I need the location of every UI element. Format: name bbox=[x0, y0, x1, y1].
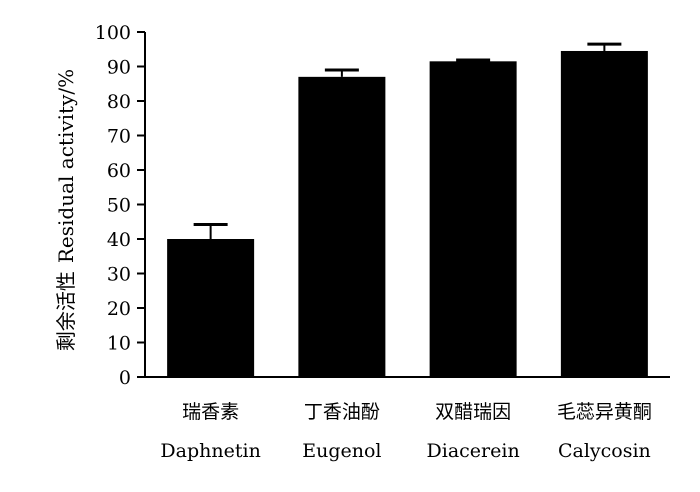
category-label-en: Calycosin bbox=[558, 440, 651, 462]
y-tick-label: 40 bbox=[107, 229, 131, 251]
x-axis: 瑞香素 Daphnetin 丁香油酚 Eugenol 双醋瑞因 Diacerein 毛蕊异黄… bbox=[144, 376, 670, 462]
category-label-cn: 丁香油酚 bbox=[304, 401, 380, 423]
y-tick-label: 60 bbox=[107, 160, 131, 182]
y-axis-label-en: Residual activity/% bbox=[54, 69, 78, 263]
y-axis-label-cn: 剩余活性 bbox=[54, 271, 78, 351]
y-tick-label: 100 bbox=[95, 22, 131, 44]
category-label-en: Eugenol bbox=[302, 440, 381, 462]
y-tick-label: 80 bbox=[107, 91, 131, 113]
category-label-en: Diacerein bbox=[427, 440, 520, 462]
y-tick-label: 30 bbox=[107, 264, 131, 286]
y-axis: 0 10 20 30 40 50 60 70 80 90 100 bbox=[95, 22, 146, 389]
bar-daphnetin bbox=[167, 239, 255, 377]
y-tick-label: 10 bbox=[107, 333, 131, 355]
category-label-cn: 毛蕊异黄酮 bbox=[557, 401, 652, 423]
y-axis-label: 剩余活性 Residual activity/% bbox=[54, 69, 78, 351]
bar-diacerein bbox=[429, 61, 517, 377]
y-tick-label: 0 bbox=[119, 367, 131, 389]
bar-eugenol bbox=[298, 76, 386, 377]
bar-calycosin bbox=[560, 50, 648, 377]
y-tick-label: 20 bbox=[107, 298, 131, 320]
y-tick-label: 90 bbox=[107, 57, 131, 79]
category-label-cn: 双醋瑞因 bbox=[435, 401, 511, 423]
category-label-cn: 瑞香素 bbox=[182, 401, 239, 423]
category-label-en: Daphnetin bbox=[160, 440, 260, 462]
y-tick-label: 50 bbox=[107, 195, 131, 217]
bars bbox=[167, 42, 648, 377]
y-tick-label: 70 bbox=[107, 126, 131, 148]
